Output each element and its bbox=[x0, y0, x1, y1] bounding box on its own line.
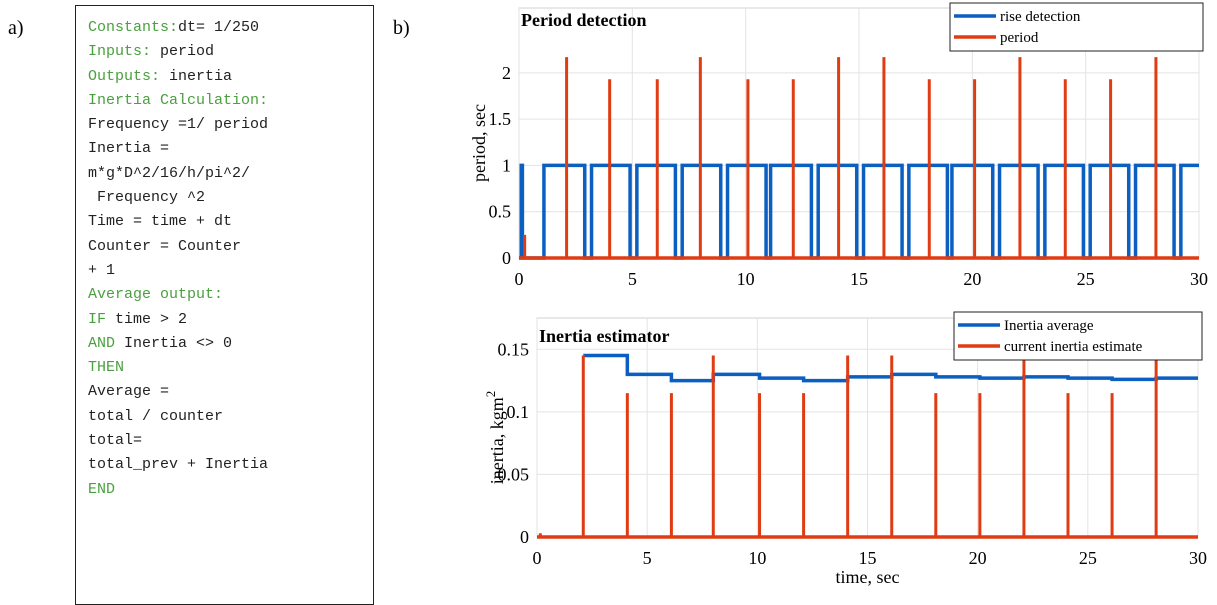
code-token: inertia bbox=[160, 67, 233, 85]
y-tick-label: 0 bbox=[502, 248, 511, 268]
y-axis-label-text: period, sec bbox=[469, 104, 489, 182]
code-line: Time = time + dt bbox=[88, 210, 373, 234]
code-token: Inertia Calculation: bbox=[88, 91, 269, 109]
y-tick-label: 0.1 bbox=[507, 402, 530, 422]
x-tick-label: 15 bbox=[859, 548, 877, 568]
legend-box bbox=[953, 311, 1203, 361]
code-line: Inertia Calculation: bbox=[88, 89, 373, 113]
y-tick-label: 1.5 bbox=[489, 109, 512, 129]
x-tick-label: 20 bbox=[969, 548, 987, 568]
code-line: Average = bbox=[88, 380, 373, 404]
code-line: Constants:dt= 1/250 bbox=[88, 16, 373, 40]
y-axis-label: inertia, kgm2 bbox=[483, 391, 507, 484]
code-line: Frequency =1/ period bbox=[88, 113, 373, 137]
y-axis-label: period, sec bbox=[469, 104, 489, 182]
y-tick-label: 1 bbox=[502, 155, 511, 175]
code-token: END bbox=[88, 480, 116, 498]
code-token: total / counter bbox=[88, 407, 224, 425]
code-line: Counter = Counter bbox=[88, 235, 373, 259]
x-tick-label: 10 bbox=[748, 548, 766, 568]
code-token: Frequency ^2 bbox=[88, 189, 206, 207]
code-token: AND bbox=[88, 334, 116, 352]
legend-label: rise detection bbox=[1000, 9, 1081, 25]
code-line: THEN bbox=[88, 356, 373, 380]
x-tick-label: 5 bbox=[643, 548, 652, 568]
x-tick-label: 25 bbox=[1077, 269, 1095, 289]
code-token: dt= 1/250 bbox=[178, 19, 260, 36]
x-tick-label: 25 bbox=[1079, 548, 1097, 568]
y-tick-label: 0 bbox=[520, 527, 529, 547]
code-token: Average = bbox=[88, 383, 170, 401]
code-line: IF time > 2 bbox=[88, 308, 373, 332]
panel-label: a) bbox=[8, 17, 24, 39]
code-line: END bbox=[88, 478, 373, 502]
code-token: Inertia <> 0 bbox=[115, 334, 233, 352]
code-token: Frequency =1/ period bbox=[88, 116, 269, 134]
code-token: total= bbox=[88, 432, 143, 450]
x-tick-label: 5 bbox=[628, 269, 637, 289]
legend-box bbox=[949, 2, 1204, 52]
y-tick-label: 2 bbox=[502, 63, 511, 83]
code-token: Inputs: bbox=[88, 43, 152, 61]
code-token: Inertia = bbox=[88, 140, 170, 158]
code-line: total / counter bbox=[88, 405, 373, 429]
code-line: AND Inertia <> 0 bbox=[88, 332, 373, 356]
code-token: Counter = Counter bbox=[88, 237, 242, 255]
code-line: total_prev + Inertia bbox=[88, 453, 373, 477]
x-tick-label: 10 bbox=[737, 269, 755, 289]
chart-title: Period detection bbox=[521, 10, 646, 30]
code-line: Inertia = bbox=[88, 137, 373, 161]
code-token: m*g*D^2/16/h/pi^2/ bbox=[88, 164, 251, 182]
legend-label: Inertia average bbox=[1004, 318, 1094, 334]
x-tick-label: 15 bbox=[850, 269, 868, 289]
y-axis-label-text: inertia, kgm bbox=[487, 397, 507, 484]
code-line: Inputs: period bbox=[88, 40, 373, 64]
legend-label: period bbox=[1000, 30, 1039, 46]
x-axis-label: time, sec bbox=[836, 567, 900, 587]
panel-label: b) bbox=[393, 17, 410, 39]
y-tick-label: 0.5 bbox=[489, 202, 512, 222]
code-token: Constants: bbox=[88, 19, 179, 36]
code-line: m*g*D^2/16/h/pi^2/ bbox=[88, 162, 373, 186]
y-tick-label: 0.05 bbox=[498, 464, 530, 484]
legend-label: current inertia estimate bbox=[1004, 339, 1143, 355]
code-line: Frequency ^2 bbox=[88, 186, 373, 210]
code-token: total_prev + Inertia bbox=[88, 456, 269, 474]
y-axis-label-superscript: 2 bbox=[483, 391, 498, 398]
code-token: THEN bbox=[88, 359, 125, 377]
code-token: time > 2 bbox=[106, 310, 188, 328]
code-line: total= bbox=[88, 429, 373, 453]
code-token: Average output: bbox=[88, 286, 224, 304]
code-line: Average output: bbox=[88, 283, 373, 307]
code-token: + 1 bbox=[88, 261, 116, 279]
code-token: Time = time + dt bbox=[88, 213, 233, 231]
x-tick-label: 30 bbox=[1189, 548, 1207, 568]
chart-title: Inertia estimator bbox=[539, 326, 669, 346]
x-tick-label: 0 bbox=[533, 548, 542, 568]
y-tick-label: 0.15 bbox=[498, 339, 530, 359]
code-line: Outputs: inertia bbox=[88, 65, 373, 89]
x-tick-label: 20 bbox=[963, 269, 981, 289]
code-token: IF bbox=[88, 310, 107, 328]
x-tick-label: 0 bbox=[515, 269, 524, 289]
code-token: Outputs: bbox=[88, 67, 161, 85]
x-tick-label: 30 bbox=[1190, 269, 1208, 289]
code-panel: Constants:dt= 1/250 Inputs: period Outputs… bbox=[75, 5, 374, 605]
code-token: period bbox=[151, 43, 215, 61]
code-line: + 1 bbox=[88, 259, 373, 283]
